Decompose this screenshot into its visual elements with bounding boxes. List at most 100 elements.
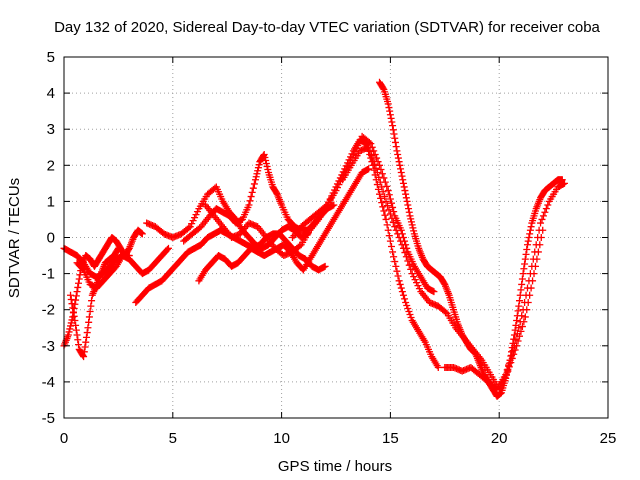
- data-point-marker: [261, 153, 269, 161]
- data-point-marker: [389, 248, 397, 256]
- data-point-marker: [402, 298, 410, 306]
- data-point-marker: [409, 224, 417, 232]
- data-point-marker: [375, 173, 383, 181]
- data-point-marker: [369, 156, 377, 164]
- data-point-marker: [82, 333, 90, 341]
- data-point-marker: [414, 282, 422, 290]
- data-point-marker: [262, 159, 270, 167]
- data-point-marker: [513, 330, 521, 338]
- data-point-marker: [521, 298, 529, 306]
- data-point-marker: [380, 207, 388, 215]
- data-point-marker: [411, 276, 419, 284]
- data-point-marker: [376, 178, 384, 186]
- data-point-marker: [526, 270, 534, 278]
- data-point-marker: [406, 311, 414, 319]
- data-point-marker: [384, 187, 392, 195]
- data-point-marker: [515, 302, 523, 310]
- y-tick-label: 0: [47, 230, 55, 247]
- data-point-marker: [72, 321, 80, 329]
- data-point-marker: [391, 138, 399, 146]
- data-point-marker: [394, 150, 402, 158]
- y-tick-label: 3: [47, 121, 55, 138]
- data-point-marker: [385, 206, 393, 214]
- data-point-marker: [391, 134, 399, 142]
- data-point-marker: [400, 183, 408, 191]
- data-point-marker: [372, 164, 380, 172]
- data-point-marker: [82, 338, 90, 346]
- data-point-marker: [365, 138, 373, 146]
- data-point-marker: [78, 265, 86, 273]
- data-point-marker: [368, 152, 376, 160]
- data-point-marker: [512, 336, 520, 344]
- data-point-marker: [539, 212, 547, 220]
- data-point-marker: [254, 164, 262, 172]
- data-point-marker: [511, 326, 519, 334]
- data-point-marker: [164, 244, 172, 252]
- data-point-marker: [506, 356, 514, 364]
- data-point-marker: [75, 275, 83, 283]
- data-point-marker: [542, 205, 550, 213]
- data-point-marker: [386, 210, 394, 218]
- data-point-marker: [525, 234, 533, 241]
- y-axis-label: SDTVAR / TECUs: [6, 178, 23, 298]
- data-point-marker: [397, 169, 405, 177]
- data-point-marker: [387, 114, 395, 122]
- data-point-marker: [378, 183, 386, 191]
- data-point-marker: [83, 329, 91, 337]
- series-trace-13: [441, 179, 568, 393]
- data-point-marker: [378, 170, 386, 178]
- data-point-marker: [87, 302, 95, 310]
- data-point-marker: [515, 324, 523, 332]
- data-point-marker: [247, 193, 255, 201]
- data-point-marker: [385, 191, 393, 199]
- data-point-marker: [385, 104, 393, 112]
- data-point-marker: [392, 143, 400, 151]
- data-point-marker: [522, 250, 530, 258]
- data-point-marker: [401, 187, 409, 195]
- data-point-marker: [365, 165, 373, 173]
- y-tick-label: 4: [47, 85, 55, 102]
- data-point-marker: [125, 246, 133, 254]
- data-point-marker: [386, 107, 394, 115]
- data-point-marker: [399, 291, 407, 299]
- data-point-marker: [69, 304, 77, 312]
- data-point-marker: [193, 208, 201, 216]
- data-point-marker: [392, 226, 400, 234]
- data-point-marker: [516, 297, 524, 305]
- data-point-marker: [519, 306, 527, 314]
- data-point-marker: [434, 363, 442, 371]
- x-tick-label: 10: [273, 430, 290, 447]
- data-point-marker: [185, 224, 193, 232]
- data-point-marker: [65, 328, 73, 336]
- data-point-marker: [524, 237, 532, 245]
- data-point-marker: [352, 144, 360, 152]
- data-point-marker: [322, 202, 330, 210]
- data-point-marker: [246, 197, 254, 205]
- data-point-marker: [508, 351, 516, 359]
- data-point-marker: [405, 308, 413, 316]
- data-point-marker: [405, 205, 413, 213]
- data-point-marker: [513, 317, 521, 325]
- data-point-marker: [397, 284, 405, 292]
- data-point-marker: [80, 348, 88, 356]
- data-point-marker: [264, 166, 272, 174]
- data-point-marker: [72, 326, 80, 334]
- data-point-marker: [73, 288, 81, 296]
- data-point-marker: [520, 265, 528, 273]
- data-point-marker: [386, 195, 394, 203]
- x-tick-label: 15: [382, 430, 399, 447]
- data-point-marker: [404, 201, 412, 209]
- data-point-marker: [408, 221, 416, 229]
- data-point-marker: [532, 241, 540, 249]
- data-point-marker: [399, 176, 407, 184]
- data-point-marker: [249, 184, 257, 192]
- data-point-marker: [69, 308, 77, 316]
- data-point-marker: [84, 324, 92, 332]
- data-point-marker: [330, 201, 338, 209]
- data-point-marker: [365, 143, 373, 151]
- data-point-marker: [66, 325, 74, 333]
- x-tick-label: 5: [169, 430, 177, 447]
- data-point-marker: [396, 161, 404, 169]
- data-point-marker: [80, 353, 88, 361]
- data-point-marker: [518, 312, 526, 320]
